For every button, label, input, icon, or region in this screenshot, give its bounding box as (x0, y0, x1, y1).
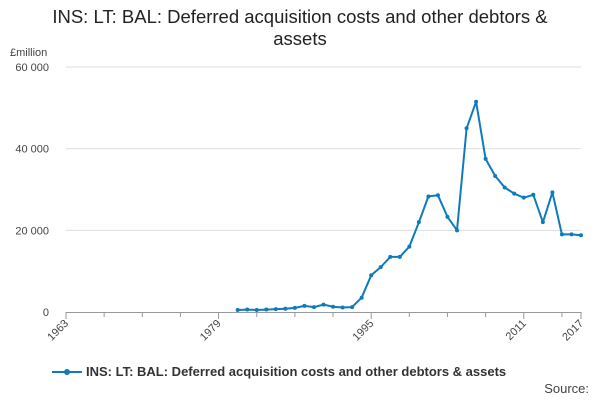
chart-title: INS: LT: BAL: Deferred acquisition costs… (0, 6, 600, 50)
y-axis-ticks: 0 20 000 40 000 60 000 (15, 62, 49, 319)
data-point (264, 307, 269, 312)
data-point (350, 305, 355, 310)
data-point (388, 254, 393, 259)
data-point (321, 302, 326, 307)
legend-swatch (52, 365, 82, 379)
data-point (540, 220, 545, 225)
data-point (493, 174, 498, 179)
data-point (397, 254, 402, 259)
x-tick-label: 1995 (351, 318, 377, 344)
chart-title-line-1: INS: LT: BAL: Deferred acquisition costs… (52, 6, 548, 27)
data-point (445, 214, 450, 219)
data-point (550, 190, 555, 195)
data-point (426, 194, 431, 199)
data-point (531, 192, 536, 197)
data-point (273, 307, 278, 312)
data-point (559, 232, 564, 237)
legend-label: INS: LT: BAL: Deferred acquisition costs… (86, 364, 507, 379)
y-tick-label: 0 (43, 307, 49, 319)
series-line (237, 100, 582, 311)
data-point (292, 305, 297, 310)
y-tick-label: 60 000 (15, 62, 49, 74)
y-tick-label: 40 000 (15, 144, 49, 156)
data-point (455, 228, 460, 233)
data-point (245, 307, 250, 312)
data-point (464, 126, 469, 131)
data-point (435, 193, 440, 198)
data-point (331, 304, 336, 309)
data-point (254, 307, 259, 312)
gridlines (66, 66, 581, 231)
data-point (407, 244, 412, 249)
x-axis: 1963 1979 1995 2011 2017 (45, 312, 586, 343)
data-point (502, 185, 507, 190)
source-label: Source: (544, 381, 589, 396)
chart-title-line-2: assets (273, 28, 327, 49)
data-point (235, 307, 240, 312)
data-point (359, 295, 364, 300)
data-point (569, 232, 574, 237)
x-tick-label: 1963 (45, 318, 71, 344)
data-point (378, 265, 383, 270)
data-point (483, 156, 488, 161)
x-tick-label: 2017 (560, 318, 586, 344)
data-point (302, 303, 307, 308)
data-point (521, 195, 526, 200)
y-tick-label: 20 000 (15, 225, 49, 237)
series-group (235, 99, 583, 312)
x-tick-label: 1979 (198, 318, 224, 344)
y-axis-unit-label: £million (10, 47, 48, 59)
legend[interactable]: INS: LT: BAL: Deferred acquisition costs… (52, 364, 506, 379)
data-point (474, 99, 479, 104)
data-point (340, 305, 345, 310)
data-point (311, 305, 316, 310)
x-tick-label: 2011 (504, 318, 529, 343)
data-point (283, 306, 288, 311)
data-point (416, 220, 421, 225)
data-point (369, 273, 374, 278)
data-point (512, 191, 517, 196)
data-point (579, 233, 583, 238)
